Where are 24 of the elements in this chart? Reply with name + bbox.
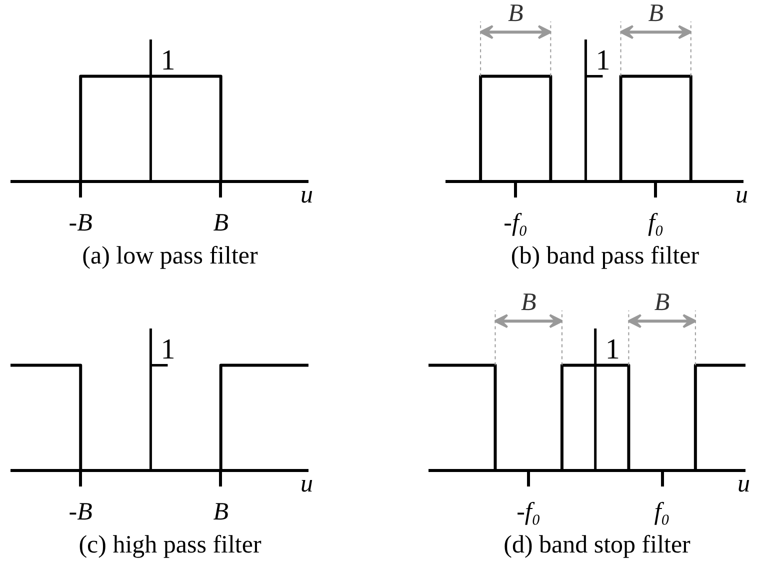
text: B [654, 289, 670, 316]
text: 1 [596, 44, 610, 76]
text: 1 [160, 44, 176, 76]
text: 1 [605, 333, 620, 366]
x-tick-label: -B [68, 210, 92, 237]
text: (c) high pass filter [78, 532, 262, 558]
text: (a) low pass filter [82, 242, 258, 270]
x-tick-label: B [213, 498, 228, 526]
text: B [648, 0, 664, 28]
x-axis-title: u [300, 470, 313, 498]
text: 1 [160, 333, 176, 366]
x-axis-title: u [737, 470, 750, 498]
x-axis-title: u [300, 182, 313, 209]
text: B [520, 289, 536, 316]
text: (b) band pass filter [510, 242, 700, 270]
text: B [508, 0, 524, 28]
x-tick-label: f₀ [648, 210, 664, 237]
text: (d) band stop filter [504, 532, 692, 558]
x-tick-label: f₀ [654, 498, 670, 526]
x-tick-label: -f₀ [504, 210, 528, 237]
x-tick-label: B [213, 210, 228, 237]
x-tick-label: -f₀ [516, 498, 541, 526]
x-axis-title: u [735, 182, 748, 209]
x-tick-label: -B [68, 498, 92, 526]
